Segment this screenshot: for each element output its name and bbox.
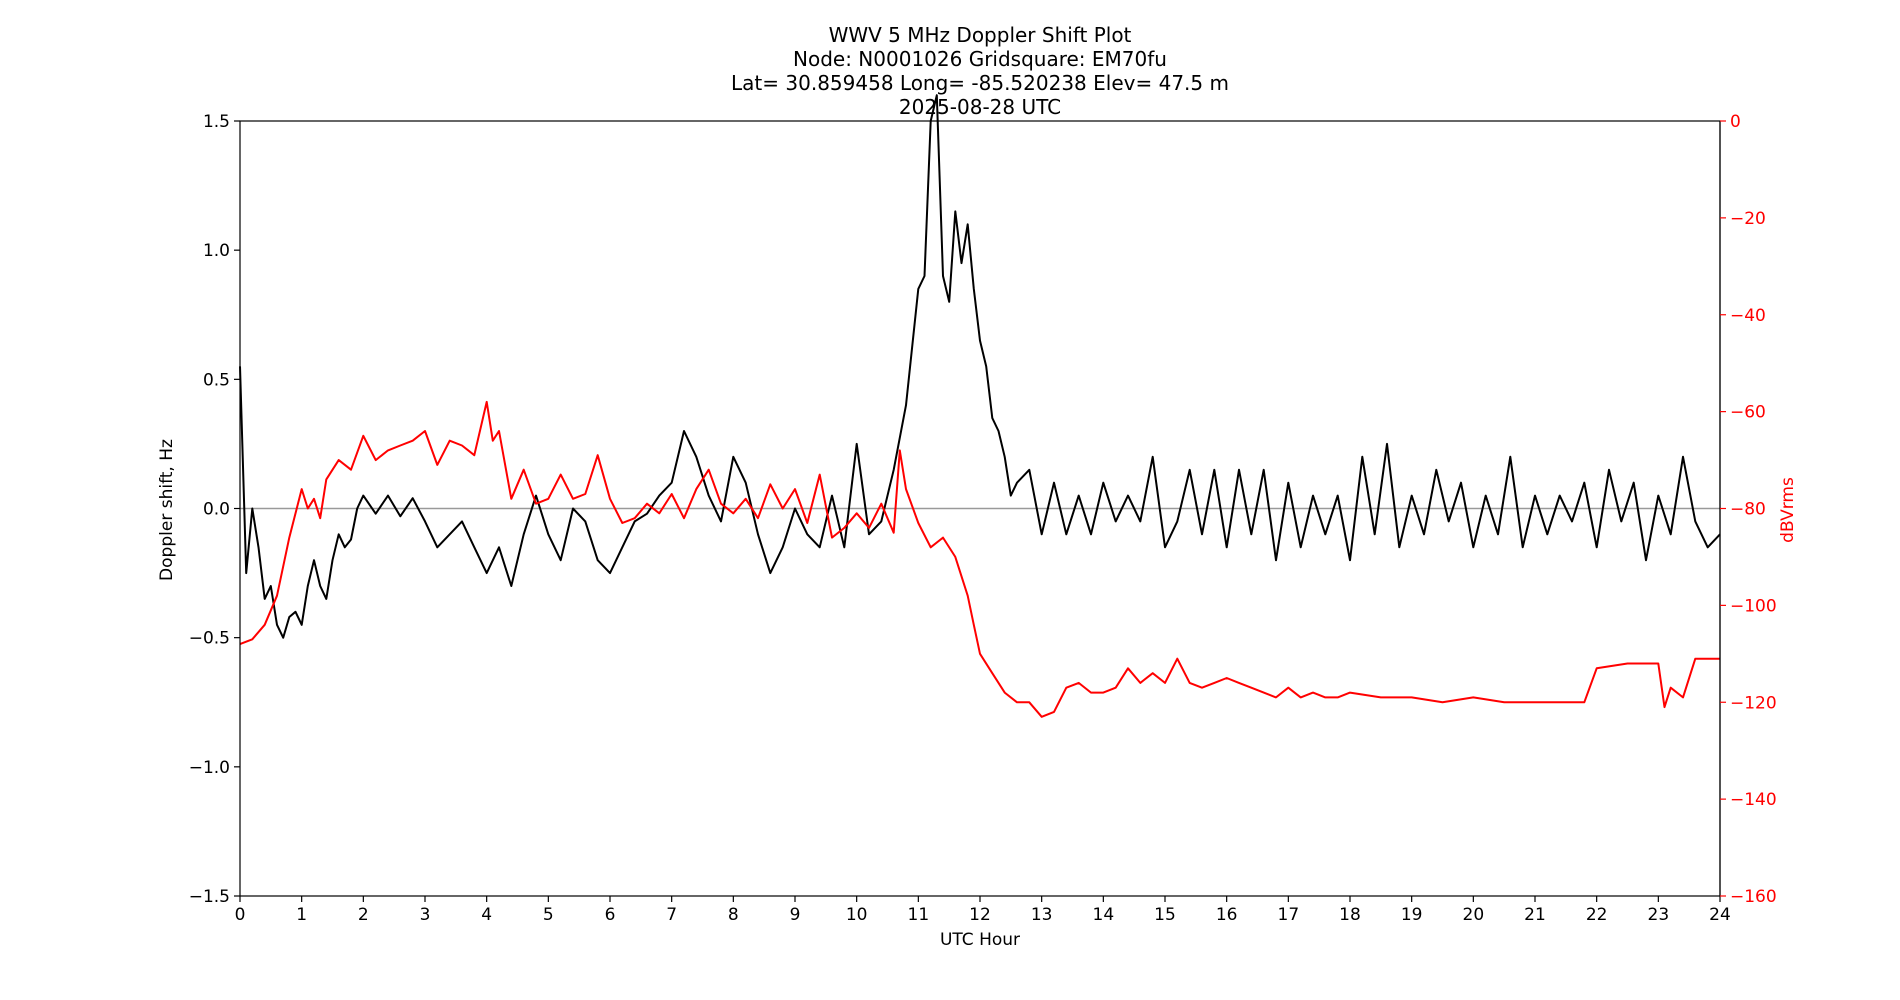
y2-tick-label: −100 bbox=[1730, 596, 1777, 616]
y-tick-label: 0.5 bbox=[203, 370, 230, 390]
x-tick-label: 16 bbox=[1216, 905, 1238, 925]
x-tick-label: 19 bbox=[1401, 905, 1423, 925]
y2-tick-label: −160 bbox=[1730, 887, 1777, 907]
x-tick-label: 11 bbox=[908, 905, 930, 925]
plot-area: 0 1 2 3 4 5 6 7 8 9 10 11 12 13 14 15 16 17 18 19 20 21 22 23 24… bbox=[189, 94, 1777, 925]
title-line-1: WWV 5 MHz Doppler Shift Plot bbox=[829, 23, 1132, 47]
x-tick-label: 10 bbox=[846, 905, 868, 925]
x-tick-label: 12 bbox=[969, 905, 991, 925]
x-tick-label: 9 bbox=[790, 905, 801, 925]
y2-tick-label: −120 bbox=[1730, 693, 1777, 713]
x-tick-label: 20 bbox=[1463, 905, 1485, 925]
power-series-line bbox=[239, 400, 1720, 718]
x-axis-label: UTC Hour bbox=[940, 930, 1020, 950]
y-tick-label: 1.0 bbox=[203, 241, 230, 261]
y2-tick-label: −140 bbox=[1730, 790, 1777, 810]
y-axis-label: Doppler shift, Hz bbox=[157, 439, 177, 581]
x-tick-label: 22 bbox=[1586, 905, 1608, 925]
y2-tick-label: −80 bbox=[1730, 500, 1766, 520]
y-tick-label: 0.0 bbox=[203, 500, 230, 520]
x-tick-label: 5 bbox=[543, 905, 554, 925]
x-tick-label: 1 bbox=[296, 905, 307, 925]
x-tick-label: 6 bbox=[605, 905, 616, 925]
x-tick-label: 2 bbox=[358, 905, 369, 925]
x-tick-label: 23 bbox=[1648, 905, 1670, 925]
title-line-2: Node: N0001026 Gridsquare: EM70fu bbox=[793, 47, 1167, 71]
x-tick-label: 18 bbox=[1339, 905, 1361, 925]
x-tick-label: 24 bbox=[1709, 905, 1731, 925]
x-tick-label: 15 bbox=[1154, 905, 1176, 925]
x-tick-label: 4 bbox=[481, 905, 492, 925]
y-tick-label: −1.5 bbox=[189, 887, 230, 907]
x-tick-label: 7 bbox=[666, 905, 677, 925]
x-tick-label: 17 bbox=[1278, 905, 1300, 925]
y2-tick-label: −20 bbox=[1730, 209, 1766, 229]
y-tick-label: −0.5 bbox=[189, 629, 230, 649]
title-line-4: 2025-08-28 UTC bbox=[899, 95, 1061, 119]
y2-tick-label: 0 bbox=[1730, 112, 1741, 132]
title-line-3: Lat= 30.859458 Long= -85.520238 Elev= 47… bbox=[731, 71, 1229, 95]
x-tick-label: 14 bbox=[1093, 905, 1115, 925]
y-tick-label: −1.0 bbox=[189, 758, 230, 778]
x-tick-label: 21 bbox=[1524, 905, 1546, 925]
x-tick-label: 13 bbox=[1031, 905, 1053, 925]
x-tick-label: 8 bbox=[728, 905, 739, 925]
x-tick-label: 3 bbox=[420, 905, 431, 925]
y2-tick-label: −60 bbox=[1730, 403, 1766, 423]
x-tick-label: 0 bbox=[235, 905, 246, 925]
y2-axis-label: dBVrms bbox=[1778, 477, 1798, 543]
doppler-series-line bbox=[239, 94, 1721, 639]
y-tick-label: 1.5 bbox=[203, 112, 230, 132]
y2-tick-label: −40 bbox=[1730, 306, 1766, 326]
